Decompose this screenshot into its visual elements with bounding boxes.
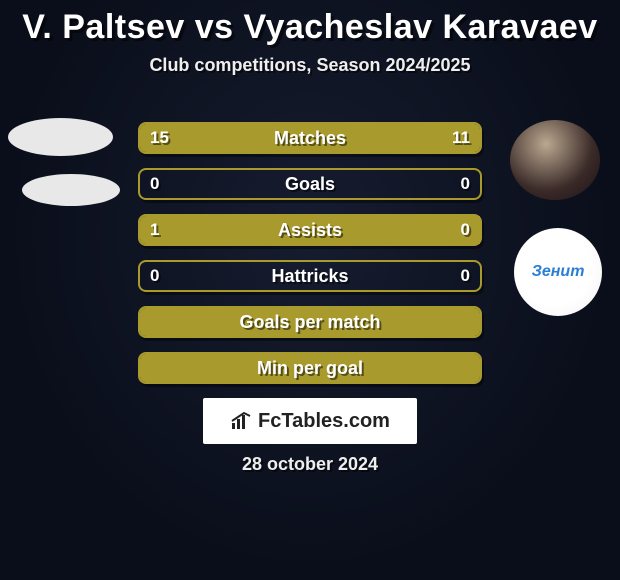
- player-right-avatar-photo: [510, 120, 600, 200]
- bar-label: Hattricks: [271, 266, 348, 287]
- date: 28 october 2024: [242, 454, 378, 475]
- bar-value-right: 0: [461, 220, 470, 240]
- fctables-icon: [230, 411, 254, 431]
- stat-bar-row: Goals per match: [138, 306, 482, 338]
- bar-value-left: 1: [150, 220, 159, 240]
- stat-bar-row: 1 0 Assists: [138, 214, 482, 246]
- branding-box: FcTables.com: [203, 398, 417, 444]
- player-left-avatar-2: [22, 174, 120, 206]
- page-title: V. Paltsev vs Vyacheslav Karavaev: [0, 0, 620, 47]
- bar-value-left: 15: [150, 128, 169, 148]
- zenit-badge-text: Зенит: [532, 263, 585, 281]
- bar-value-left: 0: [150, 266, 159, 286]
- bar-value-right: 11: [452, 128, 470, 148]
- stat-bar-row: 0 0 Hattricks: [138, 260, 482, 292]
- bar-label: Goals per match: [239, 312, 380, 333]
- stat-bar-row: 15 11 Matches: [138, 122, 482, 154]
- stats-bars: 15 11 Matches 0 0 Goals 1 0 Assists 0 0 Hattricks Go…: [138, 122, 482, 398]
- player-left-avatar-1: [8, 118, 113, 156]
- branding-text: FcTables.com: [258, 410, 390, 433]
- bar-value-left: 0: [150, 174, 159, 194]
- bar-label: Matches: [274, 128, 346, 149]
- bar-label: Min per goal: [257, 358, 363, 379]
- bar-value-right: 0: [461, 266, 470, 286]
- bar-value-right: 0: [461, 174, 470, 194]
- content-root: V. Paltsev vs Vyacheslav Karavaev Club c…: [0, 0, 620, 580]
- subtitle: Club competitions, Season 2024/2025: [0, 55, 620, 76]
- bar-label: Assists: [278, 220, 342, 241]
- bar-label: Goals: [285, 174, 335, 195]
- stat-bar-row: 0 0 Goals: [138, 168, 482, 200]
- club-right-badge: Зенит: [514, 228, 602, 316]
- stat-bar-row: Min per goal: [138, 352, 482, 384]
